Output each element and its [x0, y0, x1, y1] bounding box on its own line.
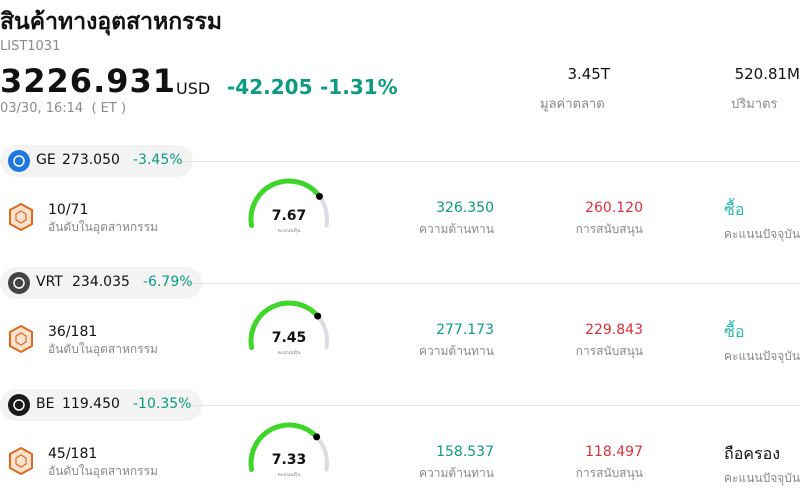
ticker-price: 119.450 [62, 396, 120, 412]
score: 7.67 [271, 208, 307, 224]
stat-label: มูลค่าตลาด [540, 97, 605, 112]
code: LIST1031 [0, 39, 61, 54]
rank-icon [9, 324, 33, 354]
ticker-pill[interactable] [0, 389, 202, 421]
divider [180, 161, 800, 162]
hexagon-inner [15, 332, 27, 346]
rank: 36/181 [48, 324, 98, 340]
currency: USD [176, 79, 211, 98]
rating-label: คะแนนปัจจุบัน [724, 227, 800, 241]
score-label: คะแนนหุ้น [277, 350, 301, 356]
gauge-dot [314, 312, 322, 320]
rank-label: อันดับในอุตสาหกรรม [48, 464, 158, 478]
ticker-icon [8, 272, 30, 294]
gauge-dot [316, 192, 324, 200]
gauge-fill [248, 422, 320, 473]
rating-label: คะแนนปัจจุบัน [724, 471, 800, 485]
ticker-pill[interactable] [0, 145, 193, 177]
rank-label: อันดับในอุตสาหกรรม [48, 220, 158, 234]
time: 03/30, 16:14 ( ET ) [0, 101, 127, 116]
icon-mark [13, 399, 25, 411]
ticker-change: -10.35% [133, 396, 192, 412]
gauge-dot [313, 433, 321, 441]
resistance-label: ความต้านทาน [419, 466, 494, 480]
gauge-fill [248, 178, 323, 229]
support: 118.497 [585, 444, 643, 460]
icon-circle [8, 394, 30, 416]
change-pct: -1.31% [320, 75, 398, 99]
hexagon [9, 324, 33, 354]
support: 229.843 [585, 322, 643, 338]
stat-value: 520.81M [734, 65, 800, 83]
hexagon-inner [15, 454, 27, 468]
support-label: การสนับสนุน [575, 466, 643, 480]
score-gauge [248, 178, 329, 229]
score: 7.33 [271, 452, 307, 468]
rank: 45/181 [48, 446, 98, 462]
ticker: GE [36, 152, 56, 168]
resistance: 326.350 [436, 200, 494, 216]
ticker-change: -3.45% [133, 152, 183, 168]
icon-mark [13, 155, 25, 167]
rating: ซื้อ [724, 322, 745, 341]
stat-label: ปริมาตร [731, 97, 778, 112]
rank-icon [9, 202, 33, 232]
support-label: การสนับสนุน [575, 344, 643, 358]
resistance: 158.537 [436, 444, 494, 460]
ticker: BE [36, 396, 55, 412]
rating: ซื้อ [724, 200, 745, 219]
resistance-label: ความต้านทาน [419, 222, 494, 236]
price: 3226.931 [0, 62, 177, 100]
rating-label: คะแนนปัจจุบัน [724, 349, 800, 363]
title: สินค้าทางอุตสาหกรรม [0, 9, 223, 35]
score-gauge [248, 300, 329, 351]
change: -42.205 [227, 75, 313, 99]
resistance-label: ความต้านทาน [419, 344, 494, 358]
icon-mark [13, 277, 25, 289]
ticker: VRT [36, 274, 63, 290]
hexagon [9, 202, 33, 232]
score-label: คะแนนหุ้น [277, 228, 301, 234]
hexagon-inner [15, 210, 27, 224]
ticker-change: -6.79% [143, 274, 193, 290]
resistance: 277.173 [436, 322, 494, 338]
hexagon [9, 446, 33, 476]
ticker-pill[interactable] [0, 267, 202, 299]
icon-circle [8, 272, 30, 294]
ticker-price: 234.035 [72, 274, 130, 290]
score-label: คะแนนหุ้น [277, 472, 301, 478]
icon-circle [8, 150, 30, 172]
divider [180, 283, 800, 284]
support-label: การสนับสนุน [575, 222, 643, 236]
rating: ถือครอง [724, 444, 781, 463]
rank-label: อันดับในอุตสาหกรรม [48, 342, 158, 356]
score-gauge [248, 422, 329, 473]
gauge-fill [248, 300, 321, 351]
divider [180, 405, 800, 406]
stat-value: 3.45T [567, 65, 610, 83]
support: 260.120 [585, 200, 643, 216]
ticker-icon [8, 394, 30, 416]
score: 7.45 [271, 330, 307, 346]
rank-icon [9, 446, 33, 476]
ticker-icon [8, 150, 30, 172]
ticker-price: 273.050 [62, 152, 120, 168]
rank: 10/71 [48, 202, 89, 218]
